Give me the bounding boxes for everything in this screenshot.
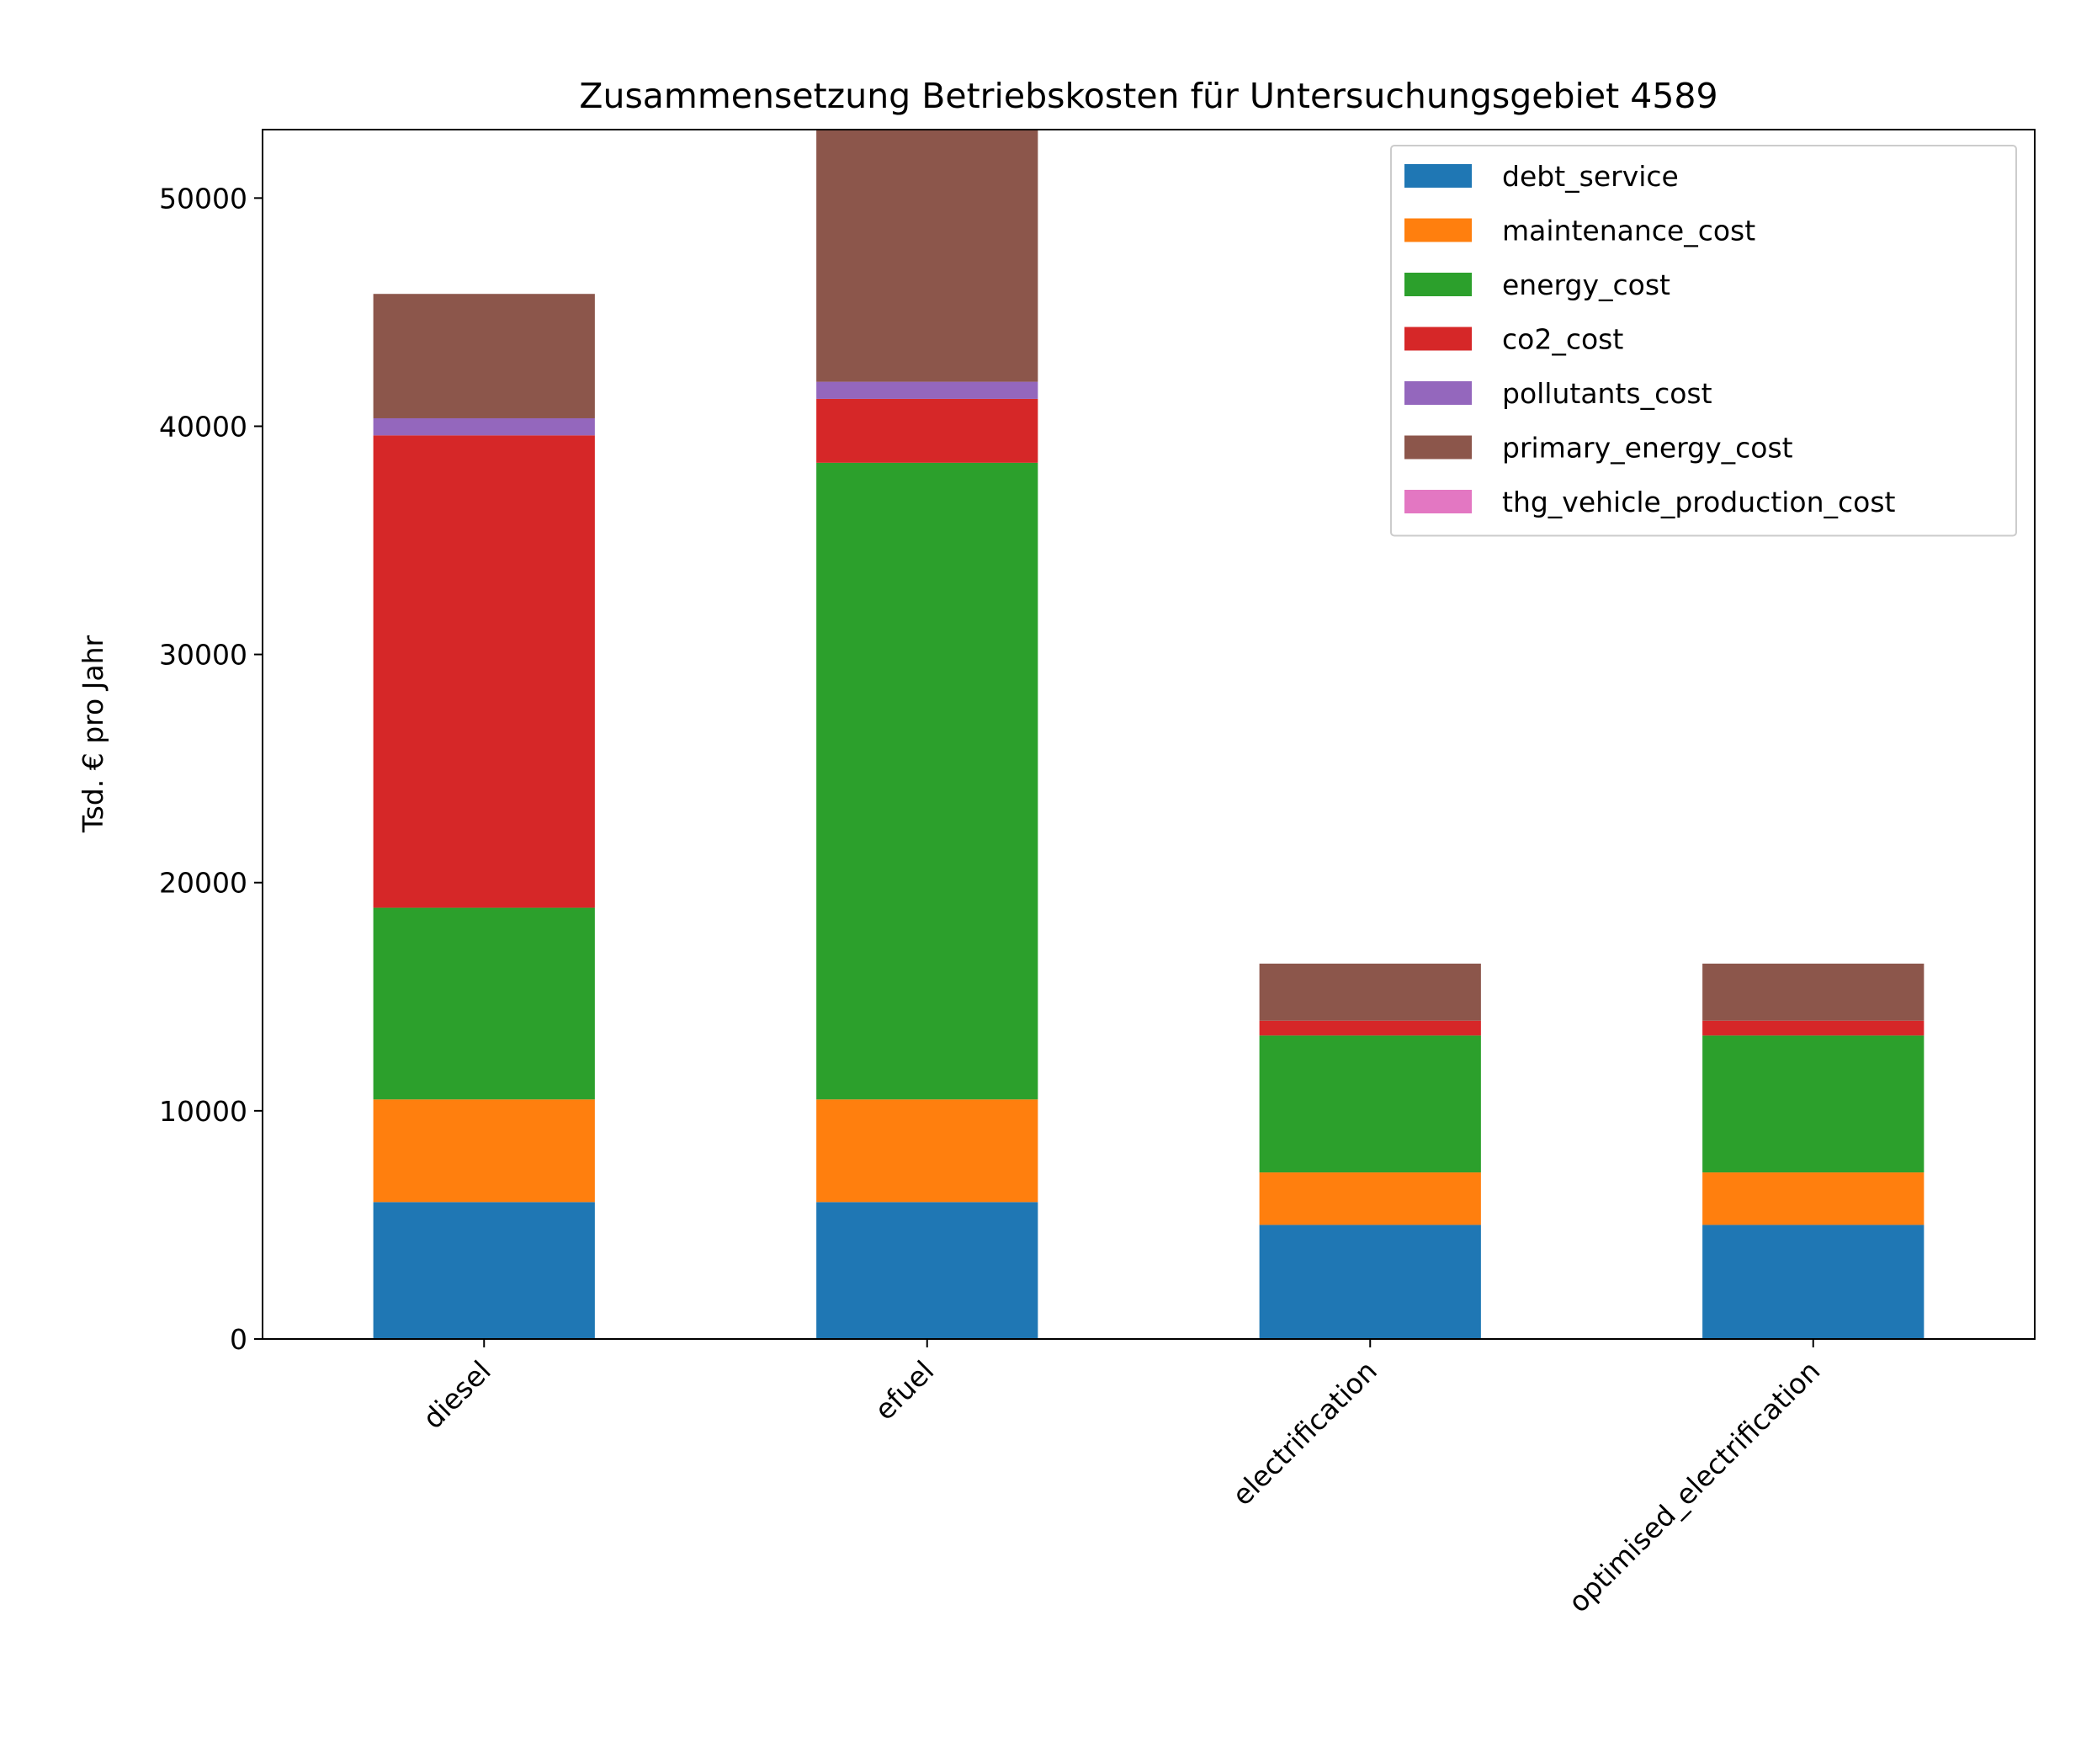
y-tick-label: 0 bbox=[230, 1323, 247, 1356]
bar-debt_service-electrification bbox=[1259, 1225, 1481, 1339]
legend: debt_service maintenance_cost energy_costc… bbox=[1390, 145, 2017, 537]
legend-label-pollutants_cost: pollutants_cost bbox=[1502, 377, 1712, 410]
plot-frame bbox=[262, 129, 2036, 1340]
legend-swatch-co2_cost bbox=[1404, 327, 1472, 351]
legend-swatch-primary_energy_cost bbox=[1404, 435, 1472, 460]
legend-swatch-thg_vehicle_production_cost bbox=[1404, 490, 1472, 513]
legend-swatch-pollutants_cost bbox=[1404, 381, 1472, 405]
bar-energy_cost-efuel bbox=[816, 462, 1038, 1100]
bar-maintenance_cost-efuel bbox=[816, 1099, 1038, 1203]
legend-label-debt_service: debt_service bbox=[1502, 160, 1679, 193]
bar-maintenance_cost-optimised_electrification bbox=[1702, 1172, 1924, 1225]
bar-pollutants_cost-diesel bbox=[373, 417, 595, 436]
legend-label-primary_energy_cost: primary_energy_cost bbox=[1502, 432, 1793, 465]
bar-co2_cost-optimised_electrification bbox=[1702, 1020, 1924, 1036]
bar-energy_cost-diesel bbox=[373, 907, 595, 1100]
legend-swatch-energy_cost bbox=[1404, 273, 1472, 296]
y-tick-label: 20000 bbox=[159, 867, 247, 900]
legend-swatch-maintenance_cost bbox=[1404, 218, 1472, 242]
y-tick-label: 10000 bbox=[159, 1095, 247, 1128]
y-tick-label: 40000 bbox=[159, 410, 247, 443]
bar-primary_energy_cost-optimised_electrification bbox=[1702, 963, 1924, 1021]
bar-maintenance_cost-diesel bbox=[373, 1099, 595, 1203]
bar-energy_cost-electrification bbox=[1259, 1035, 1481, 1173]
bar-primary_energy_cost-electrification bbox=[1259, 963, 1481, 1021]
bar-debt_service-efuel bbox=[816, 1202, 1038, 1339]
bars-layer bbox=[373, 130, 1924, 1339]
bar-debt_service-diesel bbox=[373, 1202, 595, 1339]
bar-primary_energy_cost-diesel bbox=[373, 294, 595, 418]
y-axis-label: Tsd. € pro Jahr bbox=[77, 635, 109, 833]
bar-debt_service-optimised_electrification bbox=[1702, 1225, 1924, 1339]
legend-label-thg_vehicle_production_cost: thg_vehicle_production_cost bbox=[1502, 486, 1896, 518]
legend-box bbox=[1390, 145, 2017, 537]
bar-co2_cost-diesel bbox=[373, 435, 595, 908]
legend-label-co2_cost: co2_cost bbox=[1502, 323, 1623, 356]
legend-label-energy_cost: energy_cost bbox=[1502, 268, 1670, 301]
bar-pollutants_cost-efuel bbox=[816, 381, 1038, 399]
bar-primary_energy_cost-efuel bbox=[816, 130, 1038, 382]
legend-swatch-debt_service bbox=[1404, 164, 1472, 188]
y-tick-label: 30000 bbox=[159, 639, 247, 672]
bar-maintenance_cost-electrification bbox=[1259, 1172, 1481, 1225]
legend-label-maintenance_cost: maintenance_cost bbox=[1502, 215, 1755, 247]
bar-energy_cost-optimised_electrification bbox=[1702, 1035, 1924, 1173]
chart-title: Zusammensetzung Betriebskosten für Unter… bbox=[579, 76, 1717, 116]
bar-co2_cost-electrification bbox=[1259, 1020, 1481, 1036]
bar-co2_cost-efuel bbox=[816, 398, 1038, 463]
y-tick-label: 50000 bbox=[159, 182, 247, 215]
